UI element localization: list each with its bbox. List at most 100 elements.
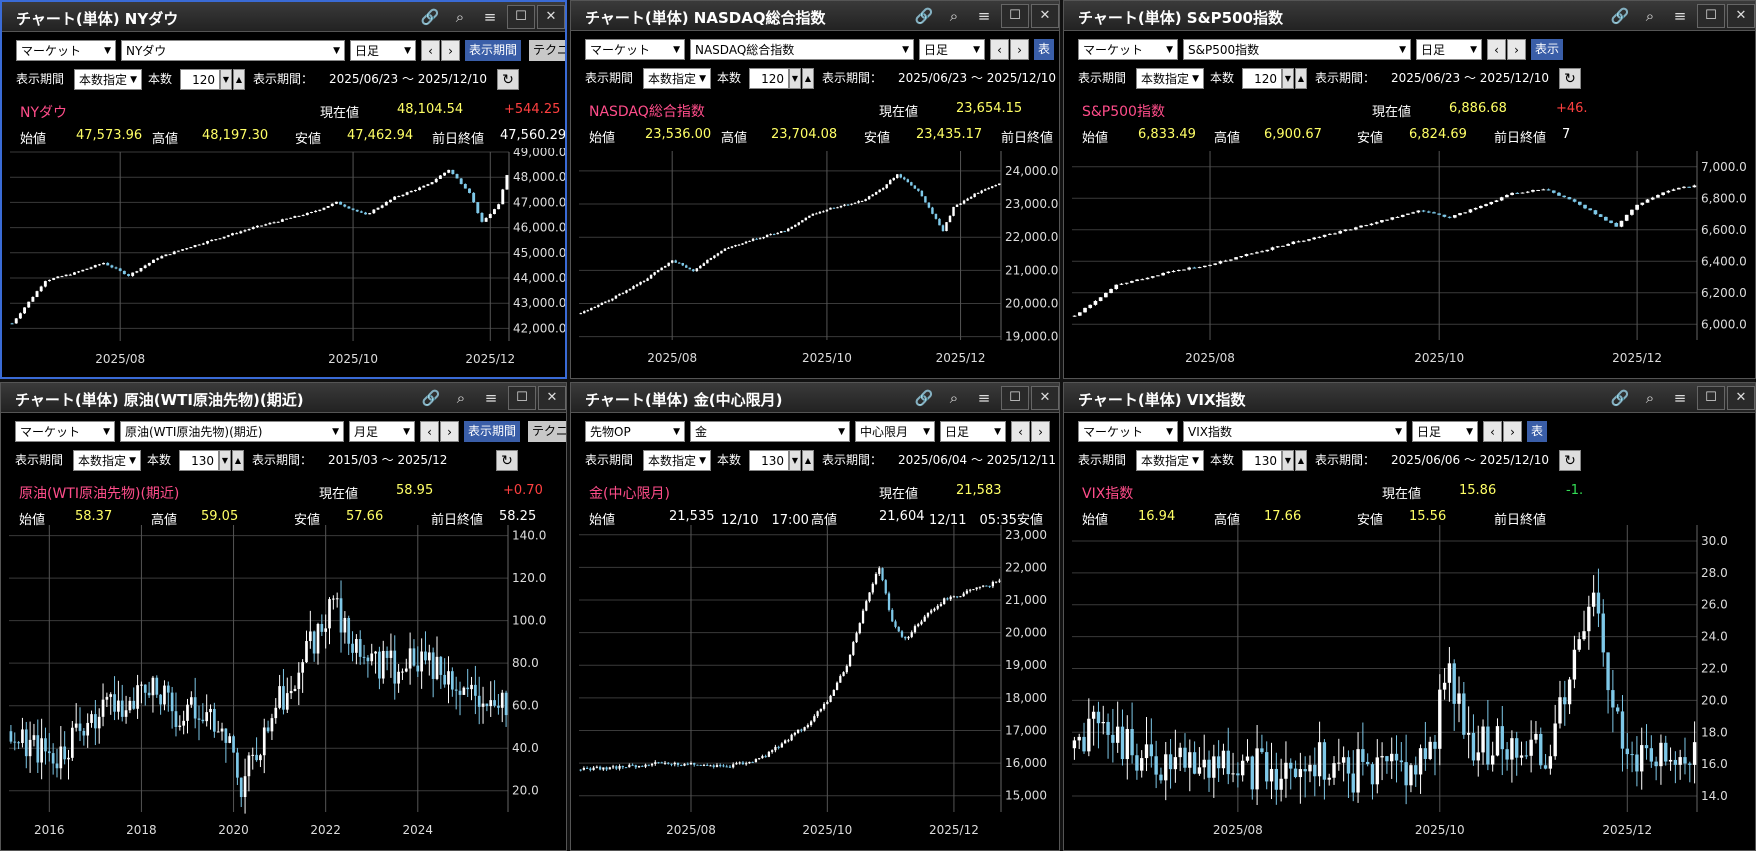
close-button[interactable]: ✕	[1727, 4, 1755, 28]
instrument-select[interactable]: 金 ▼	[690, 421, 850, 442]
instrument-select[interactable]: VIX指数 ▼	[1183, 421, 1407, 442]
close-button[interactable]: ✕	[1031, 4, 1059, 28]
price-chart[interactable]: 14.0 16.0 18.0 20.0 22.0 24.0 26.0 28.0 30.0 2025…	[1064, 521, 1756, 851]
maximize-button[interactable]: ☐	[508, 386, 536, 410]
chart-panel[interactable]: チャート(単体) NYダウ 🔗 ⌕ ≡ ☐ ✕ マーケット ▼ NYダウ ▼ 日足 ▼ ‹ › 表示期間 テク…	[0, 0, 567, 379]
next-button[interactable]: ›	[1031, 421, 1050, 442]
search-icon[interactable]: ⌕	[949, 389, 959, 407]
next-button[interactable]: ›	[1507, 39, 1526, 60]
chart-panel[interactable]: チャート(単体) NASDAQ総合指数 🔗 ⌕ ≡ ☐ ✕ マーケット ▼ NASDAQ総合指数…	[570, 0, 1060, 379]
count-down-icon[interactable]: ▼	[789, 68, 801, 89]
count-input[interactable]: 120	[749, 68, 789, 89]
panel-titlebar[interactable]: チャート(単体) 原油(WTI原油先物)(期近) 🔗 ⌕ ≡ ☐ ✕	[1, 383, 566, 413]
search-icon[interactable]: ⌕	[949, 7, 959, 25]
refresh-icon[interactable]: ↻	[1559, 68, 1581, 89]
count-input[interactable]: 120	[180, 69, 220, 90]
link-icon[interactable]: 🔗	[914, 389, 934, 407]
period-mode-select[interactable]: 本数指定 ▼	[643, 68, 711, 89]
maximize-button[interactable]: ☐	[1001, 386, 1029, 410]
contract-select[interactable]: 中心限月 ▼	[855, 421, 935, 442]
panel-titlebar[interactable]: チャート(単体) VIX指数 🔗 ⌕ ≡ ☐ ✕	[1064, 383, 1755, 413]
maximize-button[interactable]: ☐	[1697, 386, 1725, 410]
market-select[interactable]: マーケット ▼	[585, 39, 685, 60]
technical-button[interactable]: テクニ	[529, 40, 565, 61]
period-mode-select[interactable]: 本数指定 ▼	[1136, 450, 1204, 471]
link-icon[interactable]: 🔗	[1610, 7, 1630, 25]
prev-button[interactable]: ‹	[1011, 421, 1030, 442]
refresh-icon[interactable]: ↻	[1559, 450, 1581, 471]
panel-titlebar[interactable]: チャート(単体) NASDAQ総合指数 🔗 ⌕ ≡ ☐ ✕	[571, 1, 1059, 31]
market-select[interactable]: 先物OP ▼	[585, 421, 685, 442]
display-period-button[interactable]: 表示期間	[465, 40, 522, 61]
display-period-button[interactable]: 表	[1034, 39, 1055, 60]
period-select[interactable]: 日足 ▼	[1412, 421, 1478, 442]
menu-icon[interactable]: ≡	[1673, 7, 1687, 25]
instrument-select[interactable]: S&P500指数 ▼	[1183, 39, 1411, 60]
instrument-select[interactable]: 原油(WTI原油先物)(期近) ▼	[120, 421, 344, 442]
period-select[interactable]: 日足 ▼	[919, 39, 985, 60]
count-down-icon[interactable]: ▼	[219, 450, 231, 471]
count-up-icon[interactable]: ▲	[802, 68, 814, 89]
close-button[interactable]: ✕	[538, 386, 566, 410]
market-select[interactable]: マーケット ▼	[1078, 421, 1178, 442]
panel-titlebar[interactable]: チャート(単体) 金(中心限月) 🔗 ⌕ ≡ ☐ ✕	[571, 383, 1059, 413]
prev-button[interactable]: ‹	[1483, 421, 1502, 442]
close-button[interactable]: ✕	[1031, 386, 1059, 410]
count-down-icon[interactable]: ▼	[789, 450, 801, 471]
menu-icon[interactable]: ≡	[977, 7, 991, 25]
period-mode-select[interactable]: 本数指定 ▼	[73, 450, 141, 471]
market-select[interactable]: マーケット ▼	[16, 40, 116, 61]
chart-panel[interactable]: チャート(単体) 原油(WTI原油先物)(期近) 🔗 ⌕ ≡ ☐ ✕ マーケット ▼ 原油(WT…	[0, 382, 567, 851]
count-input[interactable]: 120	[1242, 68, 1282, 89]
next-button[interactable]: ›	[1503, 421, 1522, 442]
maximize-button[interactable]: ☐	[507, 5, 535, 29]
count-down-icon[interactable]: ▼	[1282, 68, 1294, 89]
menu-icon[interactable]: ≡	[483, 8, 497, 26]
search-icon[interactable]: ⌕	[456, 389, 466, 407]
link-icon[interactable]: 🔗	[421, 389, 441, 407]
link-icon[interactable]: 🔗	[1610, 389, 1630, 407]
count-up-icon[interactable]: ▲	[232, 450, 244, 471]
count-up-icon[interactable]: ▲	[1295, 68, 1307, 89]
link-icon[interactable]: 🔗	[914, 7, 934, 25]
close-button[interactable]: ✕	[537, 5, 565, 29]
price-chart[interactable]: 42,000.0 43,000.0 44,000.0 45,000.0 46,000.0…	[2, 148, 567, 379]
instrument-select[interactable]: NASDAQ総合指数 ▼	[690, 39, 914, 60]
next-button[interactable]: ›	[440, 421, 459, 442]
display-period-button[interactable]: 表示	[1531, 39, 1564, 60]
maximize-button[interactable]: ☐	[1697, 4, 1725, 28]
period-select[interactable]: 月足 ▼	[349, 421, 415, 442]
refresh-icon[interactable]: ↻	[497, 69, 519, 90]
panel-titlebar[interactable]: チャート(単体) S&P500指数 🔗 ⌕ ≡ ☐ ✕	[1064, 1, 1755, 31]
count-input[interactable]: 130	[179, 450, 219, 471]
prev-button[interactable]: ‹	[420, 421, 439, 442]
price-chart[interactable]: 20.0 40.0 60.0 80.0 100.0 120.0 140.0 2016 2018 2…	[1, 521, 567, 851]
market-select[interactable]: マーケット ▼	[1078, 39, 1178, 60]
count-down-icon[interactable]: ▼	[220, 69, 232, 90]
count-up-icon[interactable]: ▲	[233, 69, 245, 90]
chart-panel[interactable]: チャート(単体) 金(中心限月) 🔗 ⌕ ≡ ☐ ✕ 先物OP ▼ 金 ▼ 中心限月 ▼ 日足 ▼ ‹ › 表示…	[570, 382, 1060, 851]
count-down-icon[interactable]: ▼	[1282, 450, 1294, 471]
search-icon[interactable]: ⌕	[1645, 7, 1655, 25]
search-icon[interactable]: ⌕	[1645, 389, 1655, 407]
period-select[interactable]: 日足 ▼	[350, 40, 416, 61]
maximize-button[interactable]: ☐	[1001, 4, 1029, 28]
count-input[interactable]: 130	[749, 450, 789, 471]
instrument-select[interactable]: NYダウ ▼	[121, 40, 345, 61]
price-chart[interactable]: 15,000 16,000 17,000 18,000 19,000 20,000 21,0…	[571, 521, 1060, 851]
period-mode-select[interactable]: 本数指定 ▼	[74, 69, 142, 90]
period-select[interactable]: 日足 ▼	[940, 421, 1006, 442]
count-up-icon[interactable]: ▲	[802, 450, 814, 471]
prev-button[interactable]: ‹	[990, 39, 1009, 60]
menu-icon[interactable]: ≡	[1673, 389, 1687, 407]
menu-icon[interactable]: ≡	[977, 389, 991, 407]
search-icon[interactable]: ⌕	[455, 8, 465, 26]
next-button[interactable]: ›	[441, 40, 460, 61]
period-select[interactable]: 日足 ▼	[1416, 39, 1482, 60]
count-input[interactable]: 130	[1242, 450, 1282, 471]
close-button[interactable]: ✕	[1727, 386, 1755, 410]
period-mode-select[interactable]: 本数指定 ▼	[643, 450, 711, 471]
technical-button[interactable]: テクニ	[528, 421, 566, 442]
display-period-button[interactable]: 表	[1527, 421, 1548, 442]
prev-button[interactable]: ‹	[421, 40, 440, 61]
